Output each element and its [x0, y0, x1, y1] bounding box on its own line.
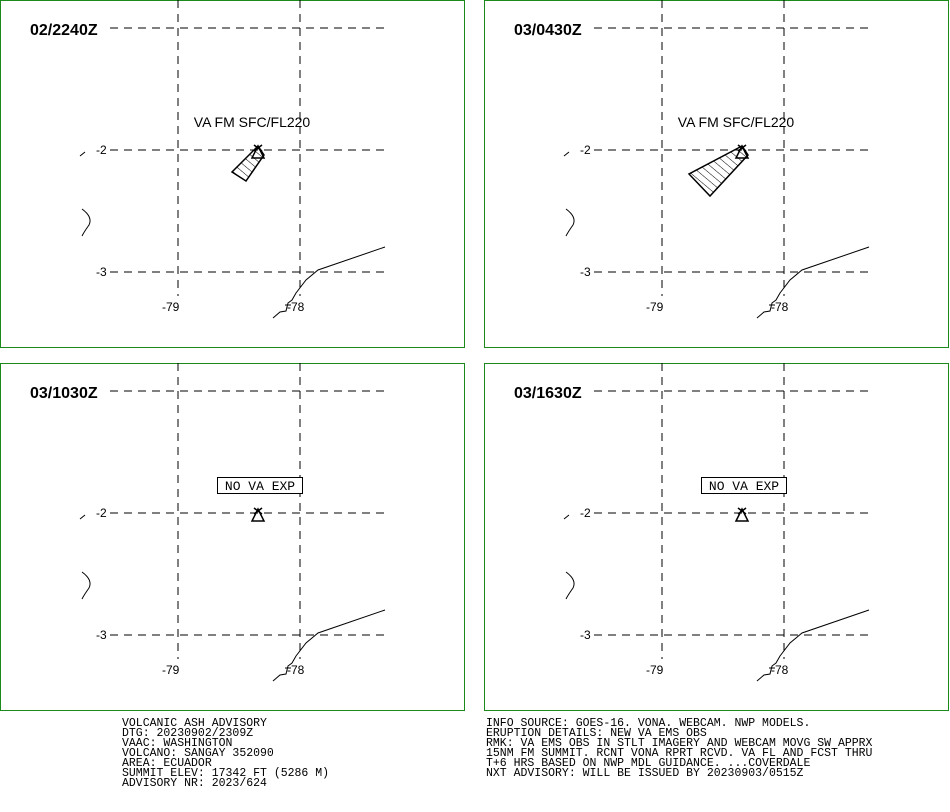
lon-label: -78: [287, 300, 305, 314]
ash-annotation: VA FM SFC/FL220: [678, 114, 795, 130]
time-label: 03/0430Z: [514, 22, 582, 39]
volcano: [734, 144, 750, 159]
volcano: [250, 507, 266, 522]
lon-label: -78: [771, 300, 789, 314]
coastline: [756, 609, 870, 682]
ash-annotation: VA FM SFC/FL220: [194, 114, 311, 130]
volcano: [250, 144, 266, 159]
panel-border: [484, 363, 949, 711]
time-label: 03/1630Z: [514, 385, 582, 402]
advisory-line: VOLCANO: SANGAY 352090: [122, 747, 274, 760]
coastline: [272, 609, 386, 682]
lon-label: -79: [646, 663, 664, 677]
advisory-line: AREA: ECUADOR: [122, 757, 212, 770]
ash-annotation: NO VA EXP: [709, 479, 779, 494]
lon-label: -79: [646, 300, 664, 314]
map-panel: 03/0430Z -2 -3 -79 -78 VA FM SFC/FL220: [484, 0, 949, 348]
volcano: [734, 507, 750, 522]
coastline: [79, 514, 91, 600]
lon-label: -79: [162, 300, 180, 314]
lon-label: -79: [162, 663, 180, 677]
annotation-box: [217, 477, 303, 494]
advisory-line: DTG: 20230902/2309Z: [122, 727, 253, 740]
advisory-line: RMK: VA EMS OBS IN STLT IMAGERY AND WEBC…: [486, 737, 873, 750]
advisory-line: ERUPTION DETAILS: NEW VA EMS OBS: [486, 727, 707, 740]
advisory-line: INFO SOURCE: GOES-16. VONA. WEBCAM. NWP …: [486, 717, 810, 730]
advisory-line: SUMMIT ELEV: 17342 FT (5286 M): [122, 767, 329, 780]
annotation-box: [701, 477, 787, 494]
ash-area: [687, 145, 749, 198]
lat-label: -2: [96, 143, 107, 157]
map-panel: 03/1630Z -2 -3 -79 -78 NO VA EXP: [484, 363, 949, 711]
panel-border: [0, 0, 465, 348]
advisory-line: VOLCANIC ASH ADVISORY: [122, 717, 267, 730]
lat-label: -3: [96, 265, 107, 279]
advisory-line: 15NM FM SUMMIT. RCNT VONA RPRT RCVD. VA …: [486, 747, 873, 760]
coastline: [563, 514, 575, 600]
lat-label: -3: [580, 265, 591, 279]
lat-label: -2: [96, 506, 107, 520]
lon-label: -78: [771, 663, 789, 677]
map-panel: 03/1030Z -2 -3 -79 -78 NO VA EXP: [0, 363, 465, 711]
panel-border: [0, 363, 465, 711]
lon-label: -78: [287, 663, 305, 677]
ash-area: [230, 144, 265, 183]
advisory-line: ADVISORY NR: 2023/624: [122, 777, 267, 790]
map-panel: 02/2240Z -2 -3 -79 -78 VA FM SFC/FL220: [0, 0, 465, 348]
time-label: 03/1030Z: [30, 385, 98, 402]
lat-label: -2: [580, 143, 591, 157]
ash-annotation: NO VA EXP: [225, 479, 295, 494]
advisory-line: NXT ADVISORY: WILL BE ISSUED BY 20230903…: [486, 767, 804, 780]
lat-label: -3: [96, 628, 107, 642]
coastline: [272, 246, 386, 319]
lat-label: -2: [580, 506, 591, 520]
panel-border: [484, 0, 949, 348]
advisory-line: VAAC: WASHINGTON: [122, 737, 232, 750]
advisory-line: T+6 HRS BASED ON NWP MDL GUIDANCE. ...CO…: [486, 757, 810, 770]
time-label: 02/2240Z: [30, 22, 98, 39]
coastline: [79, 151, 91, 237]
coastline: [756, 246, 870, 319]
coastline: [563, 151, 575, 237]
lat-label: -3: [580, 628, 591, 642]
